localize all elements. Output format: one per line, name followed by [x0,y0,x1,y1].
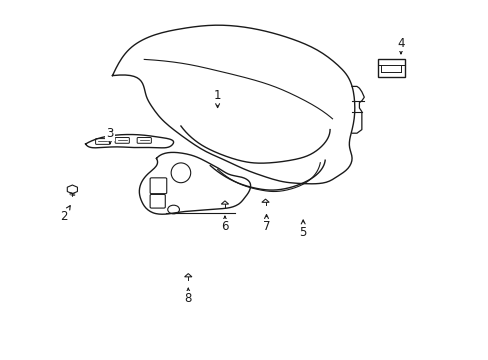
FancyBboxPatch shape [377,59,404,77]
Text: 2: 2 [60,206,70,222]
Text: 4: 4 [396,37,404,54]
Text: 1: 1 [213,89,221,108]
Text: 6: 6 [221,216,228,233]
Text: 7: 7 [262,215,270,233]
Text: 5: 5 [299,220,306,239]
Text: 3: 3 [106,127,114,144]
Polygon shape [184,274,191,277]
Polygon shape [221,201,228,204]
Text: 8: 8 [184,288,192,305]
Polygon shape [262,199,268,202]
